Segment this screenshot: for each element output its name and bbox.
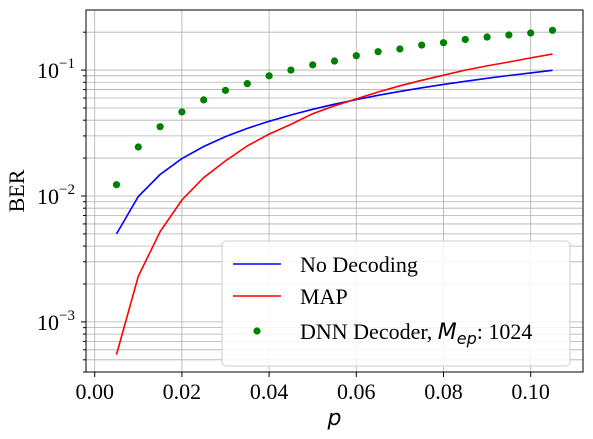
x-tick-label: 0.04 xyxy=(250,379,289,404)
x-tick-label: 0.06 xyxy=(337,379,376,404)
legend-marker-swatch xyxy=(253,327,261,335)
scatter-point xyxy=(265,72,273,80)
series-line xyxy=(115,53,553,355)
scatter-point xyxy=(200,96,208,104)
y-axis-label: BER xyxy=(4,169,29,212)
scatter-point xyxy=(483,33,491,41)
scatter-point xyxy=(461,35,469,44)
x-tick-label: 0.00 xyxy=(75,379,114,404)
scatter-point xyxy=(287,66,295,74)
scatter-point xyxy=(243,80,251,88)
x-tick-label: 0.02 xyxy=(163,379,202,404)
scatter-point xyxy=(439,39,448,47)
scatter-point xyxy=(330,57,339,65)
y-tick-label: 10−3 xyxy=(37,308,75,335)
scatter-point xyxy=(418,41,426,49)
y-tick-label: 10−2 xyxy=(37,182,75,209)
scatter-point xyxy=(396,45,404,53)
plot-series xyxy=(112,26,557,355)
scatter-point xyxy=(221,86,230,94)
scatter-point xyxy=(178,108,186,116)
scatter-point xyxy=(112,181,121,189)
legend-label: MAP xyxy=(300,284,348,309)
axis-ticks: 0.00 0.02 0.04 0.06 0.08 0.10 10−1 10−2 10−3 xyxy=(37,31,550,404)
scatter-point xyxy=(527,29,535,37)
scatter-point xyxy=(374,48,382,56)
scatter-point xyxy=(309,61,317,69)
scatter-point xyxy=(548,26,557,34)
scatter-point xyxy=(134,143,142,151)
axes-frame xyxy=(85,9,584,373)
x-tick-label: 0.08 xyxy=(424,379,463,404)
legend-box xyxy=(221,240,571,367)
scatter-point xyxy=(505,31,513,39)
series-line xyxy=(115,69,553,235)
y-tick-label: 10−1 xyxy=(37,56,75,83)
scatter-point xyxy=(156,123,164,131)
legend: No Decoding MAP DNN Decoder, Mep: 1024 xyxy=(221,240,571,367)
x-tick-label: 0.10 xyxy=(511,379,550,404)
x-axis-label: p xyxy=(327,406,342,431)
scatter-point xyxy=(352,52,360,60)
legend-label: No Decoding xyxy=(300,252,418,277)
legend-label: DNN Decoder, Mep: 1024 xyxy=(300,319,532,348)
